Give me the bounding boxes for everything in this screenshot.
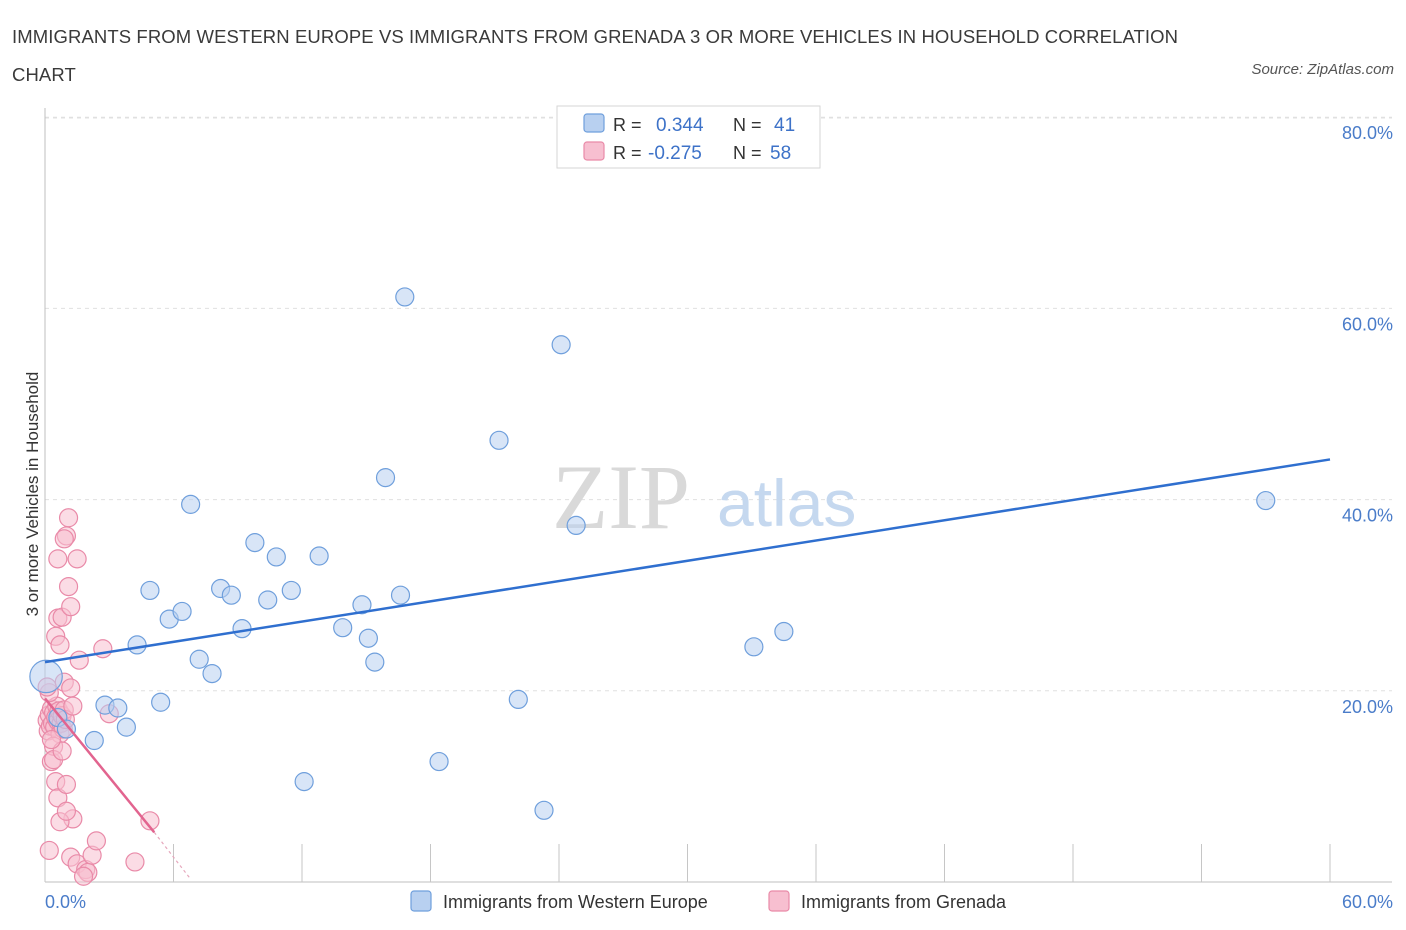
watermark-atlas: atlas bbox=[717, 466, 856, 540]
western-europe-point bbox=[774, 621, 794, 642]
western-europe-point bbox=[172, 601, 192, 622]
grenada-point bbox=[61, 678, 81, 698]
grenada-trend-line bbox=[44, 697, 156, 834]
western-europe-points bbox=[29, 287, 1276, 820]
stats-blue-r-value: 0.344 bbox=[656, 115, 704, 136]
legend-swatch-grenada[interactable] bbox=[768, 890, 790, 912]
western-europe-point bbox=[744, 637, 764, 657]
western-europe-point bbox=[333, 618, 353, 638]
western-europe-point bbox=[258, 590, 278, 610]
grenada-point bbox=[39, 840, 59, 861]
axis-layer bbox=[44, 108, 1392, 883]
grenada-point bbox=[140, 811, 160, 831]
western-europe-point bbox=[294, 772, 314, 792]
legend-swatch-western-europe[interactable] bbox=[410, 890, 432, 912]
western-europe-point bbox=[266, 547, 286, 567]
western-europe-point bbox=[221, 585, 241, 605]
y-axis-title: 3 or more Vehicles in Household bbox=[23, 372, 42, 617]
western-europe-point bbox=[116, 717, 136, 737]
western-europe-point bbox=[375, 468, 396, 488]
x-tick-max: 60.0% bbox=[1342, 892, 1393, 912]
grenada-point bbox=[48, 788, 68, 808]
grenada-point bbox=[125, 852, 145, 872]
western-europe-point bbox=[281, 580, 301, 601]
source-credit: Source: ZipAtlas.com bbox=[1251, 61, 1394, 78]
western-europe-point bbox=[108, 698, 128, 718]
western-europe-point bbox=[489, 430, 509, 450]
western-europe-point bbox=[127, 635, 147, 655]
chart-title: IMMIGRANTS FROM WESTERN EUROPE VS IMMIGR… bbox=[12, 26, 1179, 85]
western-europe-point bbox=[352, 595, 372, 615]
western-europe-point bbox=[1256, 490, 1276, 511]
y-tick-label-40: 40.0% bbox=[1342, 506, 1393, 526]
western-europe-point bbox=[508, 689, 528, 710]
western-europe-point bbox=[245, 533, 265, 553]
grenada-point bbox=[63, 696, 83, 716]
western-europe-point bbox=[202, 663, 222, 684]
stats-pink-r-value: -0.275 bbox=[648, 143, 702, 164]
western-europe-point bbox=[181, 494, 201, 514]
western-europe-point bbox=[395, 287, 415, 307]
grid-layer bbox=[45, 116, 1392, 692]
watermark: ZIP atlas bbox=[552, 446, 856, 548]
western-europe-point bbox=[429, 751, 449, 772]
stats-box: R = 0.344 N = 41 R = -0.275 N = 58 bbox=[556, 105, 821, 169]
western-europe-point bbox=[551, 335, 571, 355]
stats-pink-n-label: N = bbox=[733, 143, 762, 163]
y-tick-label-60: 60.0% bbox=[1342, 314, 1393, 334]
grenada-point bbox=[48, 549, 68, 569]
western-europe-trend-line bbox=[44, 458, 1331, 664]
grenada-point bbox=[56, 774, 77, 795]
western-europe-point bbox=[151, 692, 171, 712]
grenada-point bbox=[41, 729, 62, 750]
stats-blue-n-value: 41 bbox=[774, 115, 795, 136]
grenada-point bbox=[86, 831, 107, 851]
western-europe-point bbox=[365, 652, 385, 672]
y-tick-label-80: 80.0% bbox=[1342, 123, 1393, 143]
grenada-point bbox=[69, 650, 89, 670]
grenada-point bbox=[56, 801, 77, 821]
western-europe-point bbox=[390, 585, 411, 605]
western-europe-point bbox=[29, 659, 63, 694]
y-tick-labels: 20.0% 40.0% 60.0% 80.0% bbox=[1342, 123, 1393, 717]
western-europe-point bbox=[309, 546, 329, 566]
stats-blue-swatch bbox=[583, 113, 605, 133]
western-europe-point bbox=[56, 719, 77, 739]
western-europe-point bbox=[566, 515, 586, 536]
grenada-point bbox=[61, 597, 81, 617]
western-europe-point bbox=[189, 649, 209, 669]
stats-blue-n-label: N = bbox=[733, 115, 762, 135]
western-europe-point bbox=[84, 730, 104, 751]
western-europe-point bbox=[140, 580, 160, 601]
grenada-point bbox=[58, 576, 79, 597]
grenada-point bbox=[73, 866, 94, 886]
western-europe-point bbox=[358, 628, 378, 648]
y-tick-label-20: 20.0% bbox=[1342, 697, 1393, 717]
grenada-points bbox=[37, 508, 160, 886]
grenada-point bbox=[58, 508, 79, 528]
western-europe-point bbox=[232, 619, 252, 639]
stats-pink-swatch bbox=[583, 141, 605, 161]
stats-pink-n-value: 58 bbox=[770, 143, 791, 164]
grenada-trend-extension bbox=[153, 831, 192, 880]
stats-pink-r-label: R = bbox=[613, 143, 642, 163]
trend-lines bbox=[44, 458, 1331, 880]
grenada-point bbox=[67, 549, 87, 569]
grenada-point bbox=[54, 529, 74, 549]
stats-blue-r-label: R = bbox=[613, 115, 642, 135]
legend-label-grenada[interactable]: Immigrants from Grenada bbox=[801, 892, 1007, 912]
western-europe-point bbox=[534, 800, 554, 820]
chart-legend: Immigrants from Western Europe Immigrant… bbox=[410, 890, 1007, 912]
grenada-point bbox=[50, 635, 70, 655]
legend-label-western-europe[interactable]: Immigrants from Western Europe bbox=[443, 892, 708, 912]
x-tick-min: 0.0% bbox=[45, 892, 86, 912]
